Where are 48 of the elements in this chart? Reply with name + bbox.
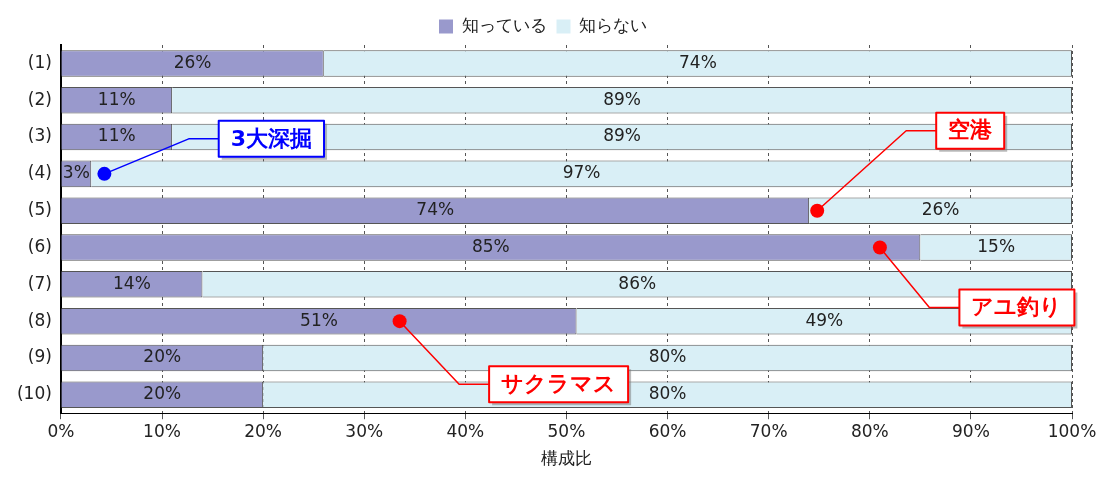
x-tick-label: 20% <box>244 420 283 441</box>
data-label: 20% <box>143 383 182 404</box>
data-label: 86% <box>618 272 657 293</box>
y-tick-label: (1) <box>27 51 52 72</box>
x-tick-label: 40% <box>446 420 485 441</box>
y-tick-label: (5) <box>27 199 52 220</box>
x-axis-title: 構成比 <box>540 448 592 469</box>
data-label: 26% <box>921 199 960 220</box>
annotation: アユ釣り <box>971 294 1063 320</box>
annotation: 3大深掘 <box>230 125 313 151</box>
x-tick-label: 50% <box>547 420 586 441</box>
data-label: 3% <box>62 162 90 183</box>
data-label: 14% <box>113 272 151 293</box>
annotation: サクラマス <box>501 370 617 396</box>
data-label: 20% <box>143 346 182 367</box>
data-label: 11% <box>97 125 136 146</box>
data-label: 89% <box>603 125 641 146</box>
data-label: 11% <box>97 88 136 109</box>
x-tick-label: 80% <box>850 420 889 441</box>
data-label: 51% <box>300 309 338 330</box>
y-tick-label: (4) <box>27 162 52 183</box>
y-tick-label: (9) <box>27 346 52 367</box>
x-tick-label: 60% <box>648 420 687 441</box>
data-label: 15% <box>977 235 1016 256</box>
x-tick-label: 70% <box>749 420 788 441</box>
x-tick-label: 100% <box>1047 420 1097 441</box>
data-label: 85% <box>471 235 510 256</box>
y-tick-label: (2) <box>27 88 52 109</box>
x-tick-label: 10% <box>143 420 181 441</box>
y-tick-label: (8) <box>27 309 52 330</box>
y-tick-label: (3) <box>27 125 52 146</box>
x-tick-label: 30% <box>345 420 384 441</box>
y-tick-label: (10) <box>16 383 52 404</box>
y-tick-label: (7) <box>27 272 52 293</box>
annotation: 空港 <box>948 117 994 143</box>
data-label: 49% <box>805 309 844 330</box>
data-label: 89% <box>603 88 641 109</box>
data-label: 26% <box>173 51 212 72</box>
data-label: 80% <box>648 346 687 367</box>
data-label: 97% <box>562 162 601 183</box>
legend-label: 知らない <box>579 14 647 35</box>
legend-label: 知っている <box>461 14 547 35</box>
x-tick-label: 90% <box>951 420 990 441</box>
x-tick-label: 0% <box>47 420 75 441</box>
data-label: 74% <box>678 51 717 72</box>
data-label: 80% <box>648 383 687 404</box>
data-label: 74% <box>416 199 455 220</box>
y-tick-label: (6) <box>27 235 52 256</box>
